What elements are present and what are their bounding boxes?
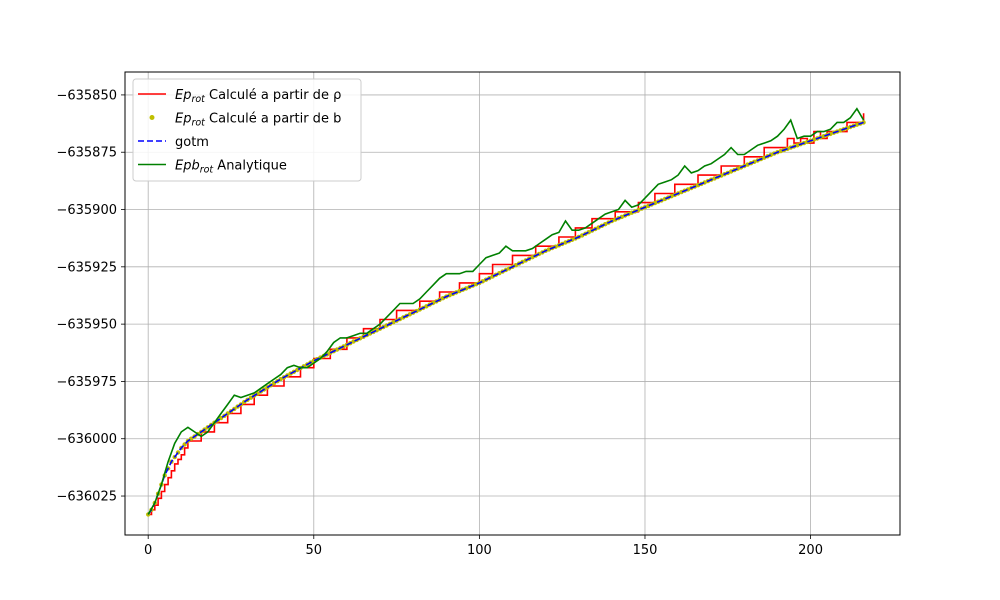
- legend: Eprot Calculé a partir de ρ Eprot Calculé…: [132, 78, 362, 182]
- y-tick-label: −636000: [56, 432, 117, 447]
- x-tick-label: 200: [798, 543, 823, 558]
- y-tick-label: −636025: [56, 490, 117, 505]
- y-tick-label: −635875: [56, 146, 117, 161]
- x-tick-label: 50: [306, 543, 323, 558]
- series-gotm-line: [147, 121, 864, 515]
- y-tick-label: −635850: [56, 88, 117, 103]
- legend-label: Eprot Calculé a partir de ρ: [175, 88, 341, 105]
- legend-label: gotm: [175, 135, 209, 150]
- legend-label: Epbrot Analytique: [175, 159, 287, 176]
- x-tick-label: 100: [467, 543, 492, 558]
- y-axis: −636025 −636000 −635975 −635950 −635925 −6359…: [56, 88, 125, 505]
- legend-box: [132, 78, 362, 182]
- x-axis: 0 50 100 150 200: [144, 535, 823, 558]
- y-tick-label: −635975: [56, 375, 117, 390]
- x-tick-label: 0: [144, 543, 152, 558]
- y-tick-label: −635925: [56, 260, 117, 275]
- legend-marker: [149, 115, 155, 120]
- plot-frame: [124, 71, 901, 536]
- y-tick-label: −635950: [56, 318, 117, 333]
- x-tick-label: 150: [633, 543, 658, 558]
- series-b-point: [854, 122, 860, 127]
- series-b-point: [334, 347, 340, 352]
- legend-label: Eprot Calculé a partir de b: [175, 112, 341, 129]
- y-tick-label: −635900: [56, 203, 117, 218]
- series-layer: [146, 107, 866, 517]
- series-analytique-line: [147, 107, 865, 515]
